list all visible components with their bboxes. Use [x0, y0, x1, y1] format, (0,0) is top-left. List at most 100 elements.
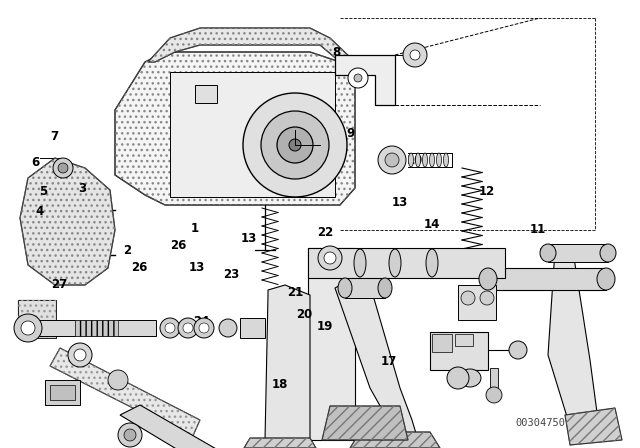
Circle shape — [289, 139, 301, 151]
Ellipse shape — [426, 249, 438, 277]
Ellipse shape — [338, 278, 352, 298]
Text: 17: 17 — [381, 355, 397, 369]
Circle shape — [108, 370, 128, 390]
Circle shape — [199, 323, 209, 333]
Circle shape — [124, 429, 136, 441]
Ellipse shape — [429, 153, 435, 167]
Ellipse shape — [600, 244, 616, 262]
Text: 25: 25 — [86, 319, 103, 333]
Bar — [458, 285, 496, 320]
Ellipse shape — [597, 268, 615, 290]
Ellipse shape — [378, 278, 392, 298]
Circle shape — [183, 323, 193, 333]
Circle shape — [385, 153, 399, 167]
Polygon shape — [308, 248, 355, 440]
Circle shape — [194, 318, 214, 338]
Circle shape — [160, 318, 180, 338]
Text: 00304750: 00304750 — [516, 418, 566, 428]
Ellipse shape — [354, 249, 366, 277]
Bar — [195, 85, 217, 103]
Bar — [45, 380, 80, 405]
Text: 23: 23 — [223, 267, 240, 281]
Circle shape — [68, 343, 92, 367]
Circle shape — [243, 93, 347, 197]
Text: 13: 13 — [189, 261, 205, 275]
Ellipse shape — [408, 153, 413, 167]
Circle shape — [378, 146, 406, 174]
Polygon shape — [148, 28, 355, 62]
Polygon shape — [50, 348, 200, 438]
Circle shape — [403, 43, 427, 67]
Text: 13: 13 — [392, 196, 408, 209]
Bar — [430, 332, 488, 370]
Polygon shape — [350, 432, 440, 448]
Circle shape — [410, 50, 420, 60]
Circle shape — [486, 387, 502, 403]
Text: 24: 24 — [193, 315, 210, 328]
Text: 26: 26 — [170, 239, 186, 252]
Text: 6: 6 — [31, 155, 39, 169]
Polygon shape — [308, 248, 505, 278]
Bar — [28, 320, 156, 336]
Bar — [240, 318, 265, 338]
Circle shape — [324, 252, 336, 264]
Ellipse shape — [415, 153, 420, 167]
Circle shape — [461, 291, 475, 305]
Text: 7: 7 — [51, 130, 58, 143]
Bar — [548, 244, 608, 262]
Ellipse shape — [444, 153, 449, 167]
Text: 10: 10 — [406, 154, 423, 167]
Bar — [455, 334, 473, 346]
Ellipse shape — [422, 153, 428, 167]
Circle shape — [447, 367, 469, 389]
Ellipse shape — [479, 268, 497, 290]
Text: 5: 5 — [40, 185, 47, 198]
Bar — [170, 72, 335, 197]
Circle shape — [21, 321, 35, 335]
Text: 9: 9 — [347, 127, 355, 140]
Circle shape — [165, 323, 175, 333]
Text: 19: 19 — [317, 319, 333, 333]
Text: 3: 3 — [78, 181, 86, 195]
Polygon shape — [322, 406, 408, 440]
Circle shape — [480, 291, 494, 305]
Text: 8: 8 — [332, 46, 340, 60]
Circle shape — [58, 163, 68, 173]
Text: 1: 1 — [191, 222, 199, 235]
Polygon shape — [120, 405, 218, 448]
Bar — [432, 334, 452, 352]
Circle shape — [348, 68, 368, 88]
Text: 4: 4 — [36, 205, 44, 218]
Circle shape — [219, 319, 237, 337]
Text: 15: 15 — [374, 248, 391, 261]
Bar — [490, 368, 498, 396]
Circle shape — [277, 127, 313, 163]
Bar — [488, 268, 606, 290]
Circle shape — [354, 74, 362, 82]
Ellipse shape — [459, 369, 481, 387]
Polygon shape — [565, 408, 622, 445]
Polygon shape — [548, 245, 598, 425]
Text: 14: 14 — [424, 217, 440, 231]
Polygon shape — [335, 55, 395, 105]
Circle shape — [509, 341, 527, 359]
Ellipse shape — [436, 153, 442, 167]
Bar — [18, 300, 56, 338]
Bar — [345, 278, 385, 298]
Polygon shape — [265, 285, 310, 445]
Circle shape — [74, 349, 86, 361]
Circle shape — [53, 158, 73, 178]
Text: 21: 21 — [287, 285, 304, 299]
Bar — [50, 385, 75, 400]
Text: 20: 20 — [296, 308, 312, 321]
Text: 26: 26 — [131, 261, 148, 275]
Polygon shape — [75, 320, 118, 336]
Circle shape — [261, 111, 329, 179]
Circle shape — [118, 423, 142, 447]
Circle shape — [318, 246, 342, 270]
Text: 16: 16 — [539, 246, 556, 260]
Polygon shape — [335, 278, 418, 445]
Text: 27: 27 — [51, 278, 67, 291]
Circle shape — [14, 314, 42, 342]
Ellipse shape — [389, 249, 401, 277]
